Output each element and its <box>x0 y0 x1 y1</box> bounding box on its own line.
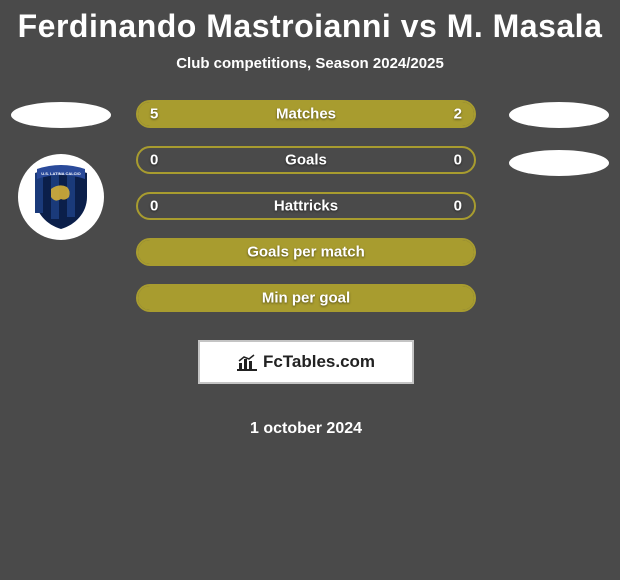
stat-bar-goals: 0 Goals 0 <box>136 146 476 174</box>
infographic-root: Ferdinando Mastroianni vs M. Masala Club… <box>0 0 620 438</box>
main-row: U.S. LATINA CALCIO 5 Matches 2 0 Goals 0 <box>0 100 620 438</box>
stat-bar-hattricks: 0 Hattricks 0 <box>136 192 476 220</box>
badge-text: U.S. LATINA CALCIO <box>41 171 81 176</box>
stat-bar-matches: 5 Matches 2 <box>136 100 476 128</box>
bar-value-left: 0 <box>150 198 158 215</box>
subtitle: Club competitions, Season 2024/2025 <box>0 55 620 72</box>
bar-left-fill <box>138 102 377 126</box>
bar-value-right: 0 <box>454 198 462 215</box>
stat-bars: 5 Matches 2 0 Goals 0 0 Hattricks 0 Goal… <box>116 100 504 438</box>
team-badge-placeholder-right <box>509 150 609 176</box>
brand-text: FcTables.com <box>263 352 375 372</box>
brand-box[interactable]: FcTables.com <box>198 340 414 384</box>
bar-value-left: 5 <box>150 106 158 123</box>
bar-value-right: 0 <box>454 152 462 169</box>
bar-label: Hattricks <box>274 198 338 215</box>
bar-value-left: 0 <box>150 152 158 169</box>
chart-icon <box>237 353 257 371</box>
date-text: 1 october 2024 <box>126 420 486 438</box>
shield-icon: U.S. LATINA CALCIO <box>31 163 91 231</box>
stat-bar-goals-per-match: Goals per match <box>136 238 476 266</box>
player-photo-placeholder-right <box>509 102 609 128</box>
left-player-col: U.S. LATINA CALCIO <box>6 100 116 240</box>
stat-bar-min-per-goal: Min per goal <box>136 284 476 312</box>
right-player-col <box>504 100 614 176</box>
bar-value-right: 2 <box>454 106 462 123</box>
bar-label: Goals <box>285 152 327 169</box>
bar-label: Min per goal <box>262 290 350 307</box>
team-badge-left: U.S. LATINA CALCIO <box>18 154 104 240</box>
player-photo-placeholder-left <box>11 102 111 128</box>
page-title: Ferdinando Mastroianni vs M. Masala <box>0 0 620 45</box>
bar-label: Goals per match <box>247 244 365 261</box>
bar-label: Matches <box>276 106 336 123</box>
